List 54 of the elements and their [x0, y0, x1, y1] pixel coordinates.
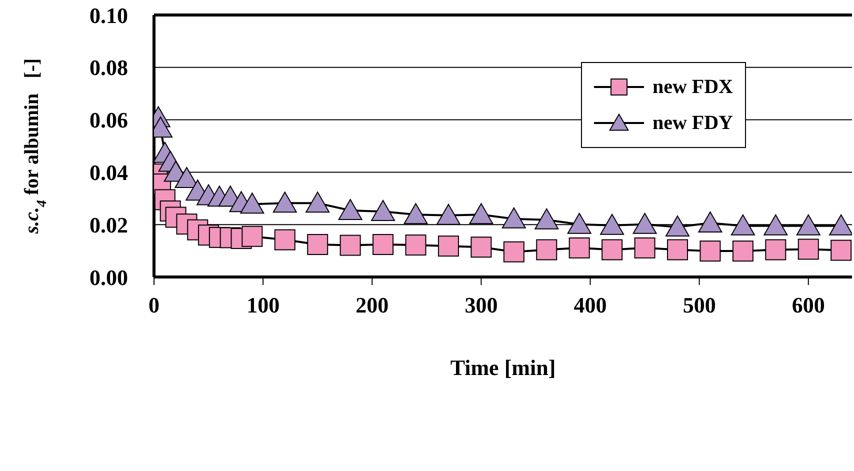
- point: [764, 214, 788, 236]
- point: [338, 198, 362, 220]
- point: [307, 234, 328, 256]
- point: [470, 236, 492, 258]
- point: [340, 234, 361, 256]
- point: [242, 226, 263, 247]
- point: [372, 234, 394, 256]
- point: [274, 229, 296, 250]
- legend-label: new FDY: [652, 112, 733, 134]
- point: [798, 238, 819, 260]
- y-tick-label: 0.04: [90, 160, 128, 186]
- x-tick-label: 500: [682, 292, 716, 318]
- point: [404, 203, 428, 224]
- point: [829, 214, 852, 236]
- point: [536, 239, 558, 260]
- point: [600, 214, 624, 235]
- y-tick-label: 0.00: [90, 264, 128, 290]
- point: [503, 241, 524, 262]
- x-tick-label: 300: [464, 292, 498, 318]
- point: [700, 240, 721, 262]
- y-tick-label: 0.08: [90, 55, 128, 80]
- point: [765, 239, 786, 260]
- x-tick-label: 400: [574, 292, 607, 318]
- point: [568, 237, 590, 258]
- point: [534, 208, 559, 230]
- x-axis-title: Time [min]: [450, 355, 556, 380]
- x-tick-label: 200: [356, 292, 389, 318]
- point: [632, 212, 657, 234]
- point: [436, 204, 460, 225]
- point: [667, 239, 688, 260]
- x-tick-label: 600: [792, 292, 825, 318]
- point: [634, 237, 656, 258]
- legend-label: new FDX: [652, 76, 733, 98]
- point: [240, 192, 264, 214]
- x-tick-label: 0: [148, 292, 160, 318]
- point: [666, 215, 690, 236]
- point: [469, 203, 494, 224]
- point: [405, 234, 426, 256]
- point: [306, 192, 330, 213]
- y-tick-label: 0.06: [90, 108, 128, 133]
- point: [567, 212, 592, 234]
- point: [502, 207, 526, 228]
- point: [698, 212, 722, 233]
- y-tick-label: 0.10: [90, 2, 128, 28]
- point: [732, 240, 754, 262]
- point: [602, 239, 623, 260]
- point: [272, 192, 297, 213]
- point: [796, 214, 820, 236]
- point: [830, 240, 852, 261]
- point: [730, 214, 755, 236]
- point: [438, 236, 459, 257]
- x-tick-label: 100: [246, 292, 280, 318]
- y-tick-label: 0.02: [90, 212, 128, 238]
- point: [371, 200, 396, 221]
